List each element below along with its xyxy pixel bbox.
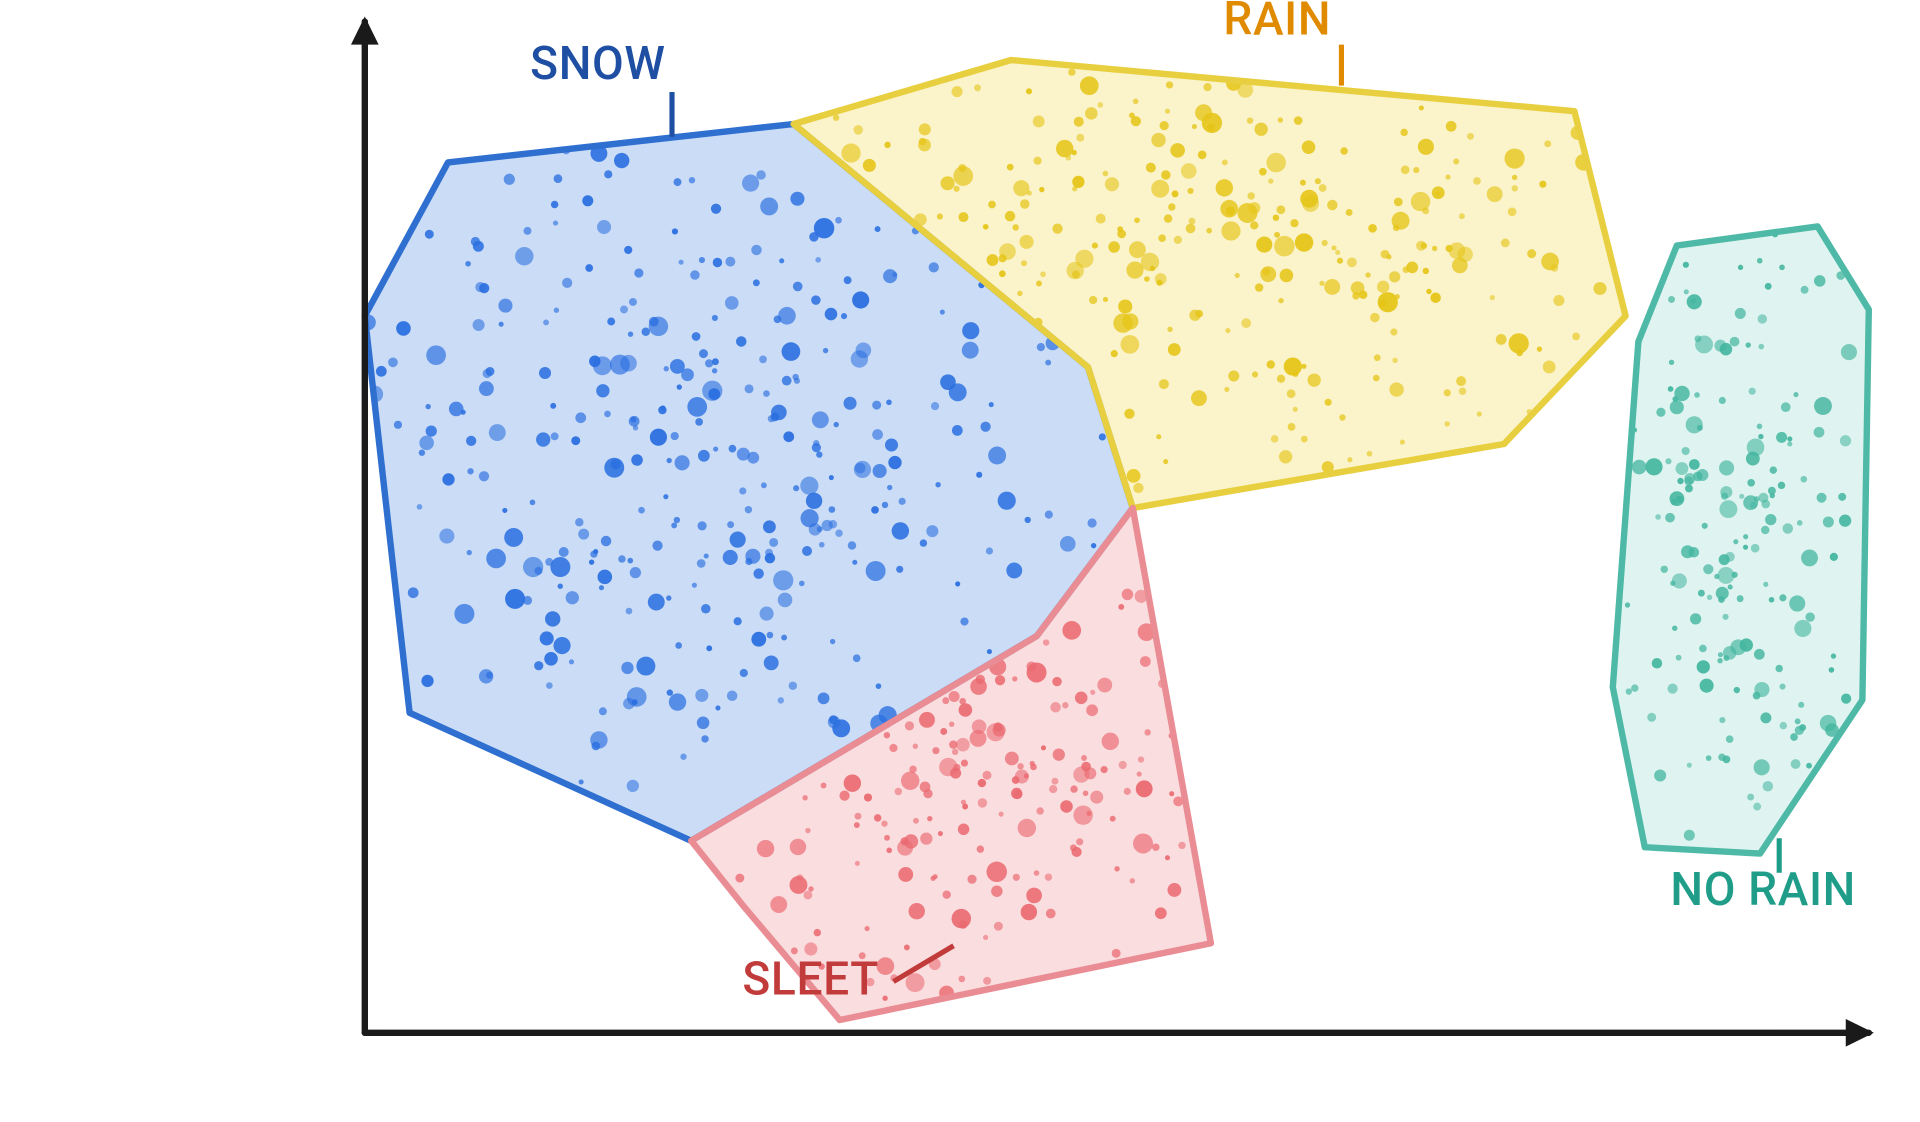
cluster-snow-label: SNOW bbox=[530, 37, 665, 91]
cluster-diagram: SNOW RAIN SLEET NO RAIN bbox=[26, 0, 1895, 1122]
cluster-rain-label: RAIN bbox=[1223, 0, 1331, 46]
cluster-sleet-label: SLEET bbox=[742, 952, 879, 1006]
cluster-no_rain-label: NO RAIN bbox=[1670, 863, 1856, 917]
figure-svg: SNOW RAIN SLEET NO RAIN bbox=[26, 0, 1895, 1122]
